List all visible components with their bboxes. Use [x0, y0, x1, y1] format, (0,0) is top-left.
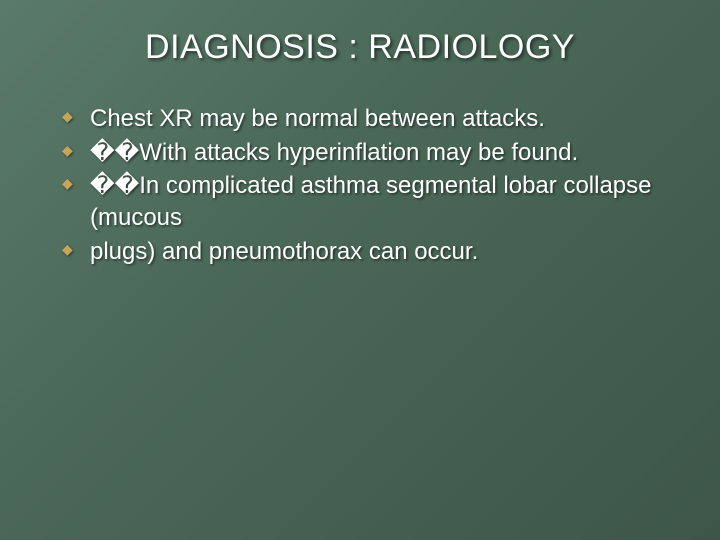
- bullet-list: Chest XR may be normal between attacks. …: [48, 103, 672, 267]
- slide: DIAGNOSIS : RADIOLOGY Chest XR may be no…: [0, 0, 720, 540]
- bullet-item: ��With attacks hyperinflation may be fou…: [62, 137, 672, 169]
- bullet-item: plugs) and pneumothorax can occur.: [62, 236, 672, 268]
- slide-title: DIAGNOSIS : RADIOLOGY: [48, 28, 672, 67]
- bullet-item: ��In complicated asthma segmental lobar …: [62, 170, 672, 233]
- bullet-item: Chest XR may be normal between attacks.: [62, 103, 672, 135]
